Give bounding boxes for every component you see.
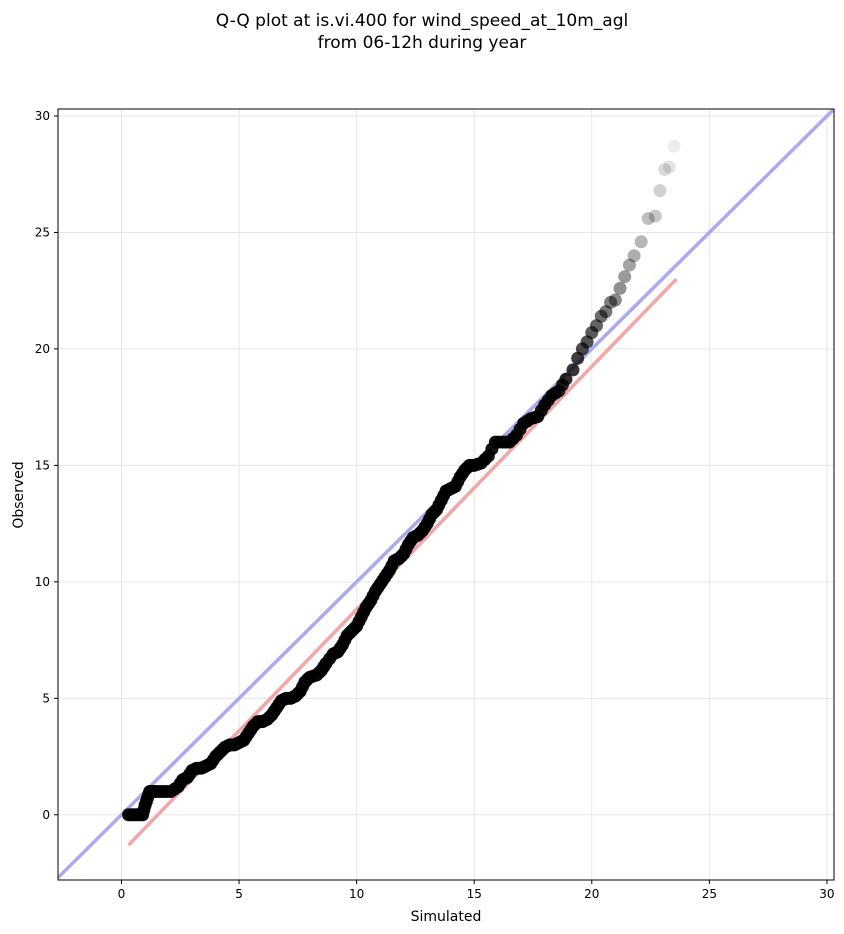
y-tick-label: 15 (35, 458, 50, 472)
x-tick-label: 10 (349, 887, 364, 901)
y-tick-label: 25 (35, 225, 50, 239)
quantile-point (641, 211, 655, 225)
quantile-point (627, 249, 641, 263)
chart-title-line-1: Q-Q plot at is.vi.400 for wind_speed_at_… (215, 11, 629, 31)
x-tick-label: 15 (467, 887, 482, 901)
axis-ticks: 0 5 10 15 20 25 30 0 5 10 15 20 25 30 (35, 109, 835, 901)
quantile-point (622, 258, 636, 272)
x-tick-label: 5 (235, 887, 243, 901)
quantile-point (566, 363, 580, 377)
quantile-point (618, 270, 632, 284)
y-tick-label: 10 (35, 575, 50, 589)
quantile-point (613, 281, 627, 295)
x-tick-label: 0 (118, 887, 126, 901)
quantile-point (653, 184, 667, 198)
quantile-point (658, 163, 672, 177)
y-tick-label: 5 (42, 691, 50, 705)
quantile-point (648, 209, 662, 223)
y-tick-label: 30 (35, 109, 50, 123)
plot-frame (57, 108, 835, 881)
grid-lines (58, 109, 834, 880)
quantile-point (662, 160, 676, 174)
x-tick-label: 25 (702, 887, 717, 901)
x-tick-label: 30 (819, 887, 834, 901)
x-axis-label: Simulated (411, 909, 482, 925)
y-axis-label: Observed (11, 461, 27, 528)
quantile-point (608, 293, 622, 307)
quantile-point (667, 139, 681, 153)
quantile-point (634, 235, 648, 249)
chart-title: Q-Q plot at is.vi.400 for wind_speed_at_… (0, 10, 844, 54)
chart-title-line-2: from 06-12h during year (317, 33, 527, 53)
quantile-points (122, 139, 681, 822)
y-tick-label: 0 (42, 808, 50, 822)
quantile-point (559, 372, 573, 386)
y-tick-label: 20 (35, 342, 50, 356)
quantile-point (604, 295, 618, 309)
x-tick-label: 20 (584, 887, 599, 901)
